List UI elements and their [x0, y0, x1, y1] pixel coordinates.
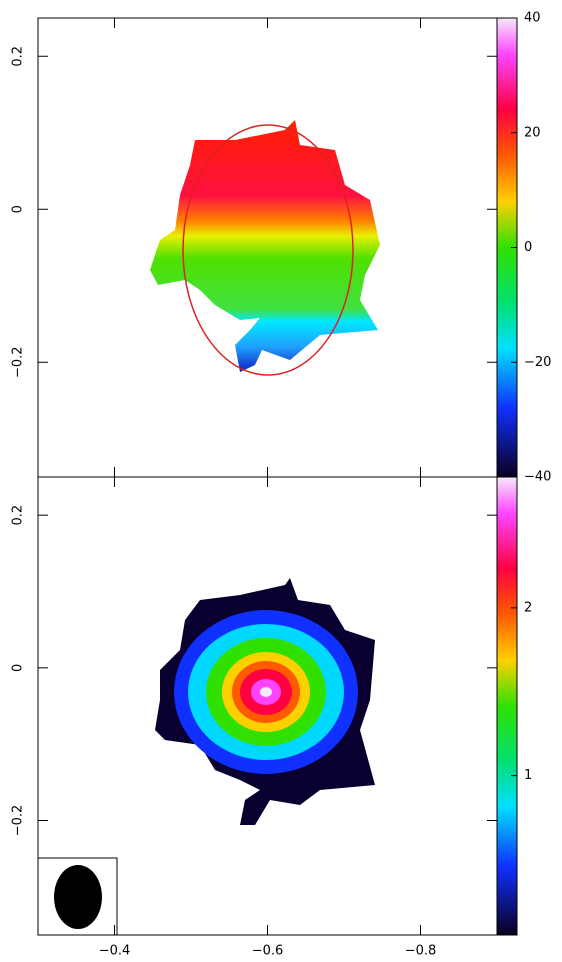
x-tick-label: −0.6	[252, 944, 284, 959]
x-tick-label: −0.8	[405, 944, 437, 959]
colorbar-tick-label: 1	[524, 768, 532, 783]
colorbar-tick-label: 2	[524, 600, 532, 615]
y-tick-label: −0.2	[11, 805, 26, 837]
colorbar-tick-label: 40	[524, 11, 541, 26]
y-tick-label: 0.2	[11, 505, 26, 526]
y-tick-label: 0.2	[11, 46, 26, 67]
beam	[37, 857, 118, 936]
y-tick-label: −0.2	[11, 346, 26, 378]
intensity-map	[155, 578, 375, 825]
velocity-map	[150, 120, 380, 376]
x-tick-label: −0.4	[99, 944, 131, 959]
colorbar	[496, 476, 518, 936]
colorbar-tick-label: −40	[524, 470, 551, 485]
y-tick-label: 0	[11, 205, 26, 213]
colorbar-tick-label: 0	[524, 240, 532, 255]
colorbar-tick-label: −20	[524, 355, 551, 370]
colorbar-tick-label: 20	[524, 125, 541, 140]
y-tick-label: 0	[11, 664, 26, 672]
